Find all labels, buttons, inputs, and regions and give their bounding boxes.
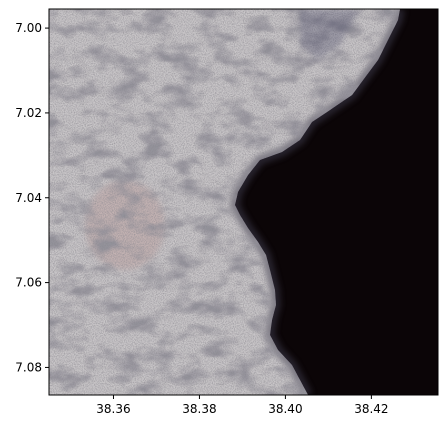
- satellite-image: [49, 9, 438, 395]
- y-tick-label: 7.08: [15, 360, 42, 374]
- x-axis: 38.36 38.38 38.40 38.42: [96, 395, 389, 416]
- surface-grain: [49, 9, 400, 395]
- x-tick-label: 38.42: [354, 402, 388, 416]
- y-tick-label: 7.04: [15, 191, 42, 205]
- x-tick-label: 38.38: [182, 402, 216, 416]
- y-tick-label: 7.02: [15, 106, 42, 120]
- plot-frame: [48, 8, 439, 396]
- y-tick-label: 7.06: [15, 276, 42, 290]
- coastal-dark-patch: [300, 9, 360, 60]
- y-axis: 7.00 7.02 7.04 7.06 7.08: [15, 21, 49, 374]
- x-tick-label: 38.36: [96, 402, 130, 416]
- x-tick-label: 38.40: [268, 402, 302, 416]
- y-tick-label: 7.00: [15, 21, 42, 35]
